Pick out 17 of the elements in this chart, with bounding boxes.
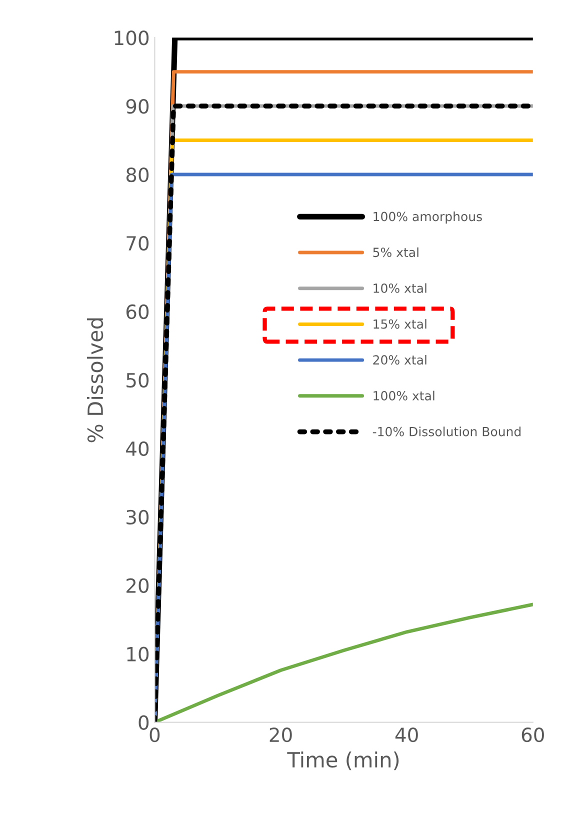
y-tick-label: 50 [126, 372, 149, 388]
y-tick-label: 70 [126, 236, 149, 251]
y-tick-label: 20 [126, 578, 149, 593]
x-tick-label: 20 [270, 727, 292, 742]
x-tick-label: 40 [395, 727, 418, 742]
x-tick-label: 60 [522, 727, 544, 742]
y-tick-label: 60 [126, 304, 149, 320]
y-tick-label: 0 [138, 715, 149, 730]
y-tick-label: 40 [126, 441, 149, 456]
y-tick-label: 100 [114, 30, 149, 46]
y-tick-label: 30 [126, 510, 149, 525]
x-tick-label: 0 [150, 727, 160, 742]
y-tick-label: 90 [126, 99, 149, 114]
y-axis-title: % Dissolved [87, 318, 104, 442]
y-tick-label: 80 [126, 167, 149, 182]
x-axis-title: Time (min) [287, 752, 399, 770]
y-tick-label: 10 [127, 646, 149, 662]
